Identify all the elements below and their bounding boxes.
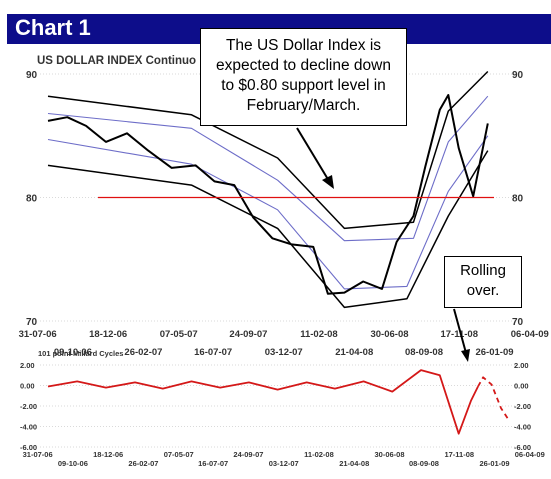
- oscillator-y-tick-label: -4.00: [20, 423, 37, 432]
- oscillator-x-tick-label: 26-02-07: [128, 459, 158, 468]
- main-y-tick-label: 80: [26, 194, 38, 205]
- main-x-tick-label: 03-12-07: [265, 347, 303, 358]
- main-x-ticks: 31-07-06 18-12-06 07-05-07 24-09-07 11-02-08…: [19, 329, 549, 358]
- oscillator-gridlines: [40, 364, 515, 448]
- oscillator-x-tick-label: 07-05-07: [164, 450, 194, 459]
- main-x-tick-label: 08-09-08: [405, 347, 443, 358]
- oscillator-x-tick-label: 16-07-07: [198, 459, 228, 468]
- main-x-tick-label: 06-04-09: [511, 329, 549, 340]
- oscillator-x-tick-label: 03-12-07: [269, 459, 299, 468]
- forecast-callout-line: The US Dollar Index is: [225, 37, 382, 54]
- forecast-callout-box: The US Dollar Index is expected to decli…: [200, 28, 407, 126]
- main-x-tick-label: 26-02-07: [124, 347, 162, 358]
- main-x-tick-label: 17-11-08: [440, 329, 478, 340]
- forecast-arrow-shaft: [296, 127, 330, 182]
- callout-arrows: [296, 127, 470, 362]
- main-y-tick-label: 90: [512, 70, 524, 81]
- oscillator-y-tick-label: 2.00: [20, 361, 35, 370]
- main-x-tick-label: 24-09-07: [229, 329, 267, 340]
- oscillator-y-ticks-right: 2.00 0.00 -2.00 -4.00 -6.00: [514, 361, 531, 452]
- oscillator-y-tick-label: -4.00: [514, 423, 531, 432]
- main-x-tick-label: 07-05-07: [160, 329, 198, 340]
- forecast-callout-line: expected to decline down: [216, 57, 391, 74]
- oscillator-y-tick-label: -6.00: [514, 443, 531, 452]
- main-x-tick-label: 30-06-08: [370, 329, 408, 340]
- rolling-arrow-shaft: [453, 308, 467, 354]
- oscillator-x-tick-label: 09-10-06: [58, 459, 88, 468]
- oscillator-title: 101 point Millard Cycles: [38, 349, 123, 358]
- price-series-line: [47, 94, 489, 295]
- oscillator-y-tick-label: 2.00: [514, 361, 529, 370]
- price-channel: [47, 70, 489, 309]
- forecast-callout-line: to $0.80 support level in: [221, 77, 386, 94]
- oscillator-x-tick-label: 18-12-06: [93, 450, 123, 459]
- oscillator-y-tick-label: 0.00: [514, 382, 529, 391]
- main-chart-title: US DOLLAR INDEX Continuo: [37, 55, 196, 67]
- oscillator-x-ticks: 31-07-06 18-12-06 07-05-07 24-09-07 11-02-08…: [23, 450, 545, 468]
- oscillator-x-tick-label: 26-01-09: [479, 459, 509, 468]
- oscillator-x-tick-label: 06-04-09: [515, 450, 545, 459]
- oscillator-x-tick-label: 30-06-08: [374, 450, 404, 459]
- main-x-tick-label: 09-10-06: [54, 347, 92, 358]
- main-y-ticks-right: 90 80 70: [512, 70, 524, 328]
- main-y-tick-label: 70: [512, 317, 524, 328]
- main-x-tick-label: 18-12-06: [89, 329, 127, 340]
- oscillator-x-tick-label: 31-07-06: [23, 450, 53, 459]
- main-x-tick-label: 26-01-09: [475, 347, 513, 358]
- oscillator-x-tick-label: 21-04-08: [339, 459, 369, 468]
- oscillator-y-tick-label: -2.00: [514, 402, 531, 411]
- oscillator-projection-line: [477, 376, 510, 421]
- rolling-over-callout-box: Rolling over.: [444, 256, 522, 308]
- oscillator-y-tick-label: 0.00: [20, 382, 35, 391]
- main-y-tick-label: 70: [26, 317, 38, 328]
- oscillator-y-tick-label: -6.00: [20, 443, 37, 452]
- channel-line-outer-upper: [47, 70, 489, 230]
- oscillator-x-tick-label: 17-11-08: [444, 450, 474, 459]
- forecast-arrow-head: [322, 175, 334, 189]
- main-x-tick-label: 11-02-08: [300, 329, 338, 340]
- price-series-group: [47, 94, 489, 295]
- rolling-callout-line: over.: [466, 282, 500, 299]
- oscillator-x-tick-label: 11-02-08: [304, 450, 334, 459]
- main-y-tick-label: 80: [512, 194, 524, 205]
- oscillator-x-tick-label: 08-09-08: [409, 459, 439, 468]
- oscillator-series-group: [47, 369, 510, 435]
- main-y-tick-label: 90: [26, 70, 38, 81]
- oscillator-x-tick-label: 24-09-07: [233, 450, 263, 459]
- oscillator-series-line: [47, 369, 479, 435]
- oscillator-y-ticks-left: 2.00 0.00 -2.00 -4.00 -6.00: [20, 361, 37, 452]
- oscillator-y-tick-label: -2.00: [20, 402, 37, 411]
- main-x-tick-label: 31-07-06: [19, 329, 57, 340]
- forecast-callout-line: February/March.: [246, 97, 361, 114]
- channel-line-inner-lower: [47, 135, 489, 290]
- main-x-tick-label: 21-04-08: [335, 347, 373, 358]
- channel-line-inner-upper: [47, 95, 489, 242]
- channel-line-outer-lower: [47, 150, 489, 309]
- main-y-ticks-left: 90 80 70: [26, 70, 38, 328]
- rolling-callout-line: Rolling: [460, 262, 506, 279]
- main-x-tick-label: 16-07-07: [194, 347, 232, 358]
- chart-header-title: Chart 1: [15, 15, 91, 40]
- rolling-arrow-head: [461, 349, 470, 362]
